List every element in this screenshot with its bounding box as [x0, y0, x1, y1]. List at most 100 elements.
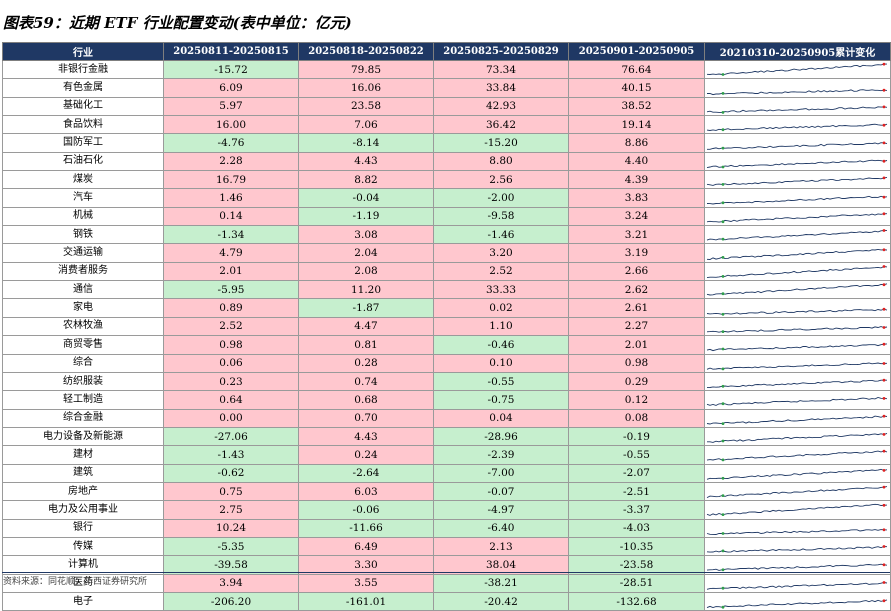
value-cell-week2: 2.04 — [298, 243, 434, 263]
value-cell-week3: -7.00 — [433, 463, 569, 483]
value-cell-week2: 3.55 — [298, 573, 434, 593]
sparkline-min-marker — [721, 568, 725, 572]
sparkline — [706, 62, 887, 77]
value-cell-week3: 1.10 — [433, 316, 569, 337]
cumulative-sparkline-cell — [704, 481, 891, 502]
sparkline-path — [706, 123, 888, 132]
sparkline — [706, 195, 888, 205]
sparkline-max-marker — [882, 141, 886, 144]
industry-cell: 银行 — [2, 518, 164, 538]
sparkline-max-marker — [882, 485, 886, 489]
cumulative-sparkline-cell — [704, 390, 891, 410]
value-cell-week1: -5.95 — [163, 280, 299, 300]
sparkline-max-marker — [882, 563, 886, 567]
sparkline-path — [706, 159, 888, 168]
value-cell-week2: -1.19 — [298, 206, 434, 227]
sparkline-min-marker — [721, 274, 725, 278]
sparkline — [706, 283, 888, 296]
value-cell-week4: 76.64 — [568, 59, 705, 80]
value-cell-week3: 2.56 — [433, 170, 569, 190]
cumulative-sparkline-cell — [704, 243, 891, 263]
sparkline — [706, 563, 888, 572]
cumulative-sparkline-cell — [704, 573, 891, 593]
industry-cell: 食品饮料 — [2, 115, 164, 135]
sparkline-min-marker — [721, 384, 725, 388]
value-cell-week3: 73.34 — [433, 59, 569, 80]
industry-cell: 交通运输 — [2, 243, 164, 263]
sparkline-path — [706, 504, 888, 517]
cumulative-sparkline-cell — [704, 536, 891, 557]
industry-cell: 纺织服装 — [2, 371, 164, 392]
value-cell-week2: 0.81 — [298, 335, 434, 355]
sparkline-min-marker — [721, 255, 725, 259]
sparkline-path — [706, 213, 888, 223]
sparkline-path — [707, 141, 888, 150]
sparkline — [707, 141, 888, 150]
value-cell-week2: 4.47 — [298, 316, 434, 337]
value-cell-week1: 0.89 — [163, 298, 299, 318]
sparkline-path — [706, 248, 888, 260]
col-header-industry: 行业 — [2, 42, 164, 61]
sparkline-min-marker — [721, 347, 725, 351]
value-cell-week2: -161.01 — [298, 591, 434, 611]
value-cell-week4: -10.35 — [568, 536, 705, 557]
value-cell-week3: 8.80 — [433, 151, 569, 172]
value-cell-week4: 3.21 — [568, 225, 705, 245]
sparkline — [706, 504, 888, 517]
sparkline — [706, 265, 888, 278]
sparkline — [706, 326, 888, 333]
industry-cell: 商贸零售 — [2, 335, 164, 355]
value-cell-week3: 38.04 — [433, 555, 569, 575]
sparkline — [706, 248, 888, 260]
sparkline-min-marker — [721, 237, 725, 241]
table-row: 消费者服务 2.01 2.08 2.52 2.66 — [2, 261, 891, 282]
table-row: 银行 10.24 -11.66 -6.40 -4.03 — [2, 518, 891, 538]
industry-cell: 传媒 — [2, 536, 164, 557]
sparkline-path — [706, 379, 887, 389]
sparkline-min-marker — [721, 494, 725, 498]
sparkline — [707, 433, 888, 443]
industry-cell: 消费者服务 — [2, 261, 164, 282]
cumulative-sparkline-cell — [704, 188, 891, 208]
sparkline-max-marker — [882, 307, 886, 311]
value-cell-week1: 3.94 — [163, 573, 299, 593]
industry-cell: 通信 — [2, 280, 164, 300]
sparkline — [706, 485, 888, 499]
sparkline-min-marker — [721, 458, 725, 462]
sparkline-min-marker — [721, 183, 725, 187]
value-cell-week4: -2.07 — [568, 463, 705, 483]
industry-cell: 综合金融 — [2, 408, 164, 428]
cumulative-sparkline-cell — [704, 500, 891, 520]
sparkline-min-marker — [721, 421, 725, 425]
sparkline-max-marker — [882, 433, 886, 436]
value-cell-week3: 36.42 — [433, 115, 569, 135]
value-cell-week4: 3.83 — [568, 188, 705, 208]
cumulative-sparkline-cell — [704, 518, 891, 538]
value-cell-week4: -4.03 — [568, 518, 705, 538]
value-cell-week2: 79.85 — [298, 59, 434, 80]
value-cell-week1: 2.75 — [163, 500, 299, 520]
table-row: 电力设备及新能源 -27.06 4.43 -28.96 -0.19 — [2, 426, 891, 447]
value-cell-week2: 0.68 — [298, 390, 434, 410]
value-cell-week1: 6.09 — [163, 78, 299, 98]
value-cell-week2: 0.74 — [298, 371, 434, 392]
value-cell-week4: 0.29 — [568, 371, 705, 392]
value-cell-week4: -3.37 — [568, 500, 705, 520]
table-row: 钢铁 -1.34 3.08 -1.46 3.21 — [2, 225, 891, 245]
value-cell-week1: -39.58 — [163, 555, 299, 575]
value-cell-week4: 8.86 — [568, 133, 705, 153]
sparkline-min-marker — [721, 146, 725, 150]
sparkline-max-marker — [882, 545, 886, 549]
table-row: 综合 0.06 0.28 0.10 0.98 — [2, 353, 891, 373]
sparkline-min-marker — [721, 549, 725, 553]
sparkline — [706, 212, 888, 224]
sparkline-path — [706, 308, 888, 315]
sparkline-min-marker — [721, 292, 725, 296]
value-cell-week2: 6.49 — [298, 536, 434, 557]
value-cell-week4: 2.66 — [568, 261, 705, 282]
value-cell-week2: -1.87 — [298, 298, 434, 318]
value-cell-week4: -0.19 — [568, 426, 705, 447]
value-cell-week3: 0.10 — [433, 353, 569, 373]
industry-cell: 机械 — [2, 206, 164, 227]
sparkline-min-marker — [721, 91, 725, 95]
